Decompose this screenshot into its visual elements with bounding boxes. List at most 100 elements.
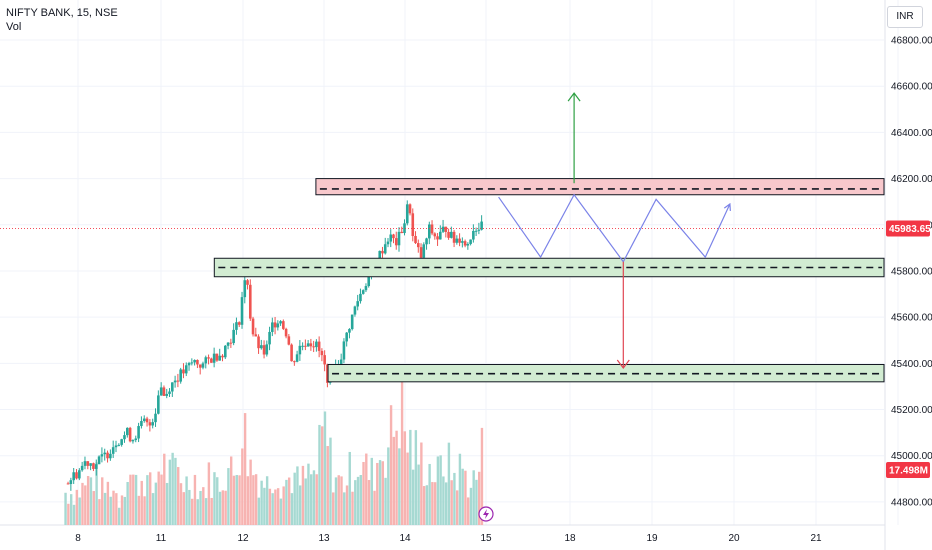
candle	[436, 233, 439, 246]
currency-selector[interactable]: INR	[887, 6, 923, 28]
volume-bar	[293, 472, 296, 525]
volume-bar	[149, 472, 152, 525]
lightning-icon[interactable]	[478, 506, 494, 522]
candle	[425, 237, 428, 250]
volume-bar	[365, 453, 368, 525]
volume-bar	[464, 470, 467, 525]
volume-bar	[78, 497, 81, 525]
candle	[142, 415, 146, 423]
candle	[165, 388, 169, 399]
volume-bar	[367, 480, 371, 525]
symbol-title[interactable]: NIFTY BANK, 15, NSE	[6, 7, 118, 19]
candle	[254, 327, 258, 337]
volume-bar	[384, 477, 387, 525]
candle	[251, 316, 255, 337]
candle	[201, 361, 205, 370]
candle	[447, 228, 450, 240]
candle	[381, 246, 384, 258]
candle	[268, 326, 271, 351]
candle	[66, 481, 70, 485]
candle	[260, 339, 263, 350]
volume-bar	[444, 482, 448, 525]
volume-bar	[271, 493, 274, 525]
volume-bar	[229, 456, 233, 525]
zone-support-upper[interactable]	[213, 257, 885, 278]
candle	[320, 348, 324, 362]
price-tick-label: 45200.00	[891, 405, 932, 416]
candle	[298, 340, 302, 361]
volume-bar	[381, 461, 385, 525]
candle	[353, 305, 357, 317]
price-tick-label: 46200.00	[891, 174, 932, 185]
breakout-arrow-up[interactable]	[567, 92, 581, 184]
volume-bar	[461, 468, 464, 525]
volume-bar	[132, 474, 135, 525]
volume-bar	[199, 490, 202, 525]
candle	[345, 332, 348, 347]
volume-bar	[218, 491, 222, 525]
candle	[187, 361, 191, 371]
volume-bar	[477, 471, 481, 525]
volume-bar	[140, 480, 143, 525]
candle	[157, 390, 160, 415]
breakdown-arrow-down[interactable]	[616, 261, 630, 369]
volume-bar	[304, 478, 307, 525]
volume-bar	[103, 492, 107, 525]
volume-bar	[387, 447, 390, 525]
candle	[282, 319, 285, 331]
volume-bar	[340, 476, 343, 525]
candle	[293, 360, 296, 366]
candle	[301, 342, 304, 351]
candle	[271, 317, 274, 337]
volume-bar	[279, 498, 283, 525]
candle	[466, 242, 470, 250]
volume-bar	[171, 452, 174, 525]
volume-bar	[431, 482, 434, 525]
candle	[232, 323, 235, 346]
candle	[458, 233, 461, 247]
candle	[430, 220, 434, 236]
time-tick-label: 21	[810, 533, 822, 544]
volume-bar	[216, 477, 219, 525]
volume-bar	[168, 459, 172, 525]
time-tick-label: 11	[156, 533, 167, 544]
volume-bar	[301, 465, 305, 525]
zone-support-lower[interactable]	[327, 363, 885, 383]
candle	[309, 338, 313, 351]
candle	[235, 317, 238, 335]
volume-bar	[126, 482, 129, 525]
candle	[290, 343, 293, 362]
zone-resistance[interactable]	[315, 178, 885, 196]
volume-bar	[109, 496, 112, 525]
candle	[348, 328, 351, 339]
candle	[416, 239, 420, 253]
volume-bar	[356, 476, 360, 525]
candle	[151, 418, 154, 429]
candle	[414, 231, 417, 244]
volume-bar	[326, 446, 329, 525]
price-axis[interactable]: 44800.00 45000.00 45200.00 45400.00 45600.00…	[886, 36, 932, 509]
time-tick-label: 14	[399, 533, 411, 544]
volume-bar	[89, 477, 93, 525]
projection-path[interactable]	[498, 193, 731, 263]
volume-bar	[115, 493, 118, 525]
candle	[248, 279, 252, 321]
candle	[128, 426, 132, 443]
volume-bar	[403, 431, 407, 525]
chart-drawings[interactable]	[0, 92, 885, 383]
time-axis[interactable]: 8 11 12 13 14 15 18 19 20 21	[75, 506, 822, 544]
volume-bar	[143, 496, 146, 525]
candle	[89, 463, 92, 471]
candle	[364, 283, 368, 293]
volume-bar	[137, 495, 141, 525]
volume-bar	[257, 497, 261, 525]
volume-bar	[398, 448, 401, 525]
volume-bar	[188, 489, 191, 525]
volume-bar	[179, 483, 183, 525]
volume-bar	[157, 471, 160, 525]
volume-bar	[406, 452, 409, 525]
candle	[221, 354, 224, 362]
volume-indicator-label[interactable]: Vol	[6, 21, 22, 33]
candle	[106, 450, 109, 463]
